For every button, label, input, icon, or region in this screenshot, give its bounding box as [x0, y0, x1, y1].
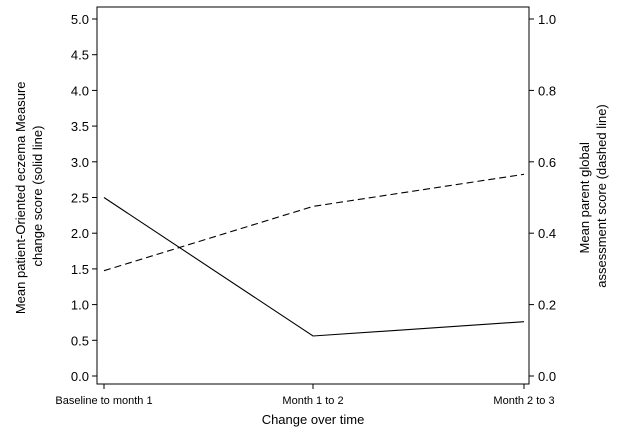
x-axis: Baseline to month 1 Month 1 to 2 Month 2 t… [55, 384, 555, 407]
plot-frame [96, 6, 530, 385]
series-layer [103, 173, 525, 337]
x-tick-label: Baseline to month 1 [55, 395, 152, 407]
x-tick-label: Month 1 to 2 [282, 395, 343, 407]
solid-series-line [103, 197, 525, 337]
right-y-axis-title-line-2: assessment score (dashed line) [594, 104, 609, 288]
x-axis-title: Change over time [262, 412, 365, 427]
left-y-tick-label: 5.0 [71, 12, 89, 27]
right-y-tick-label: 1.0 [538, 12, 556, 27]
left-y-tick-label: 2.5 [71, 191, 89, 206]
right-y-tick-label: 0.0 [538, 369, 556, 384]
left-y-tick-label: 3.0 [71, 155, 89, 170]
left-y-axis-title-line-2: change score (solid line) [30, 126, 45, 267]
right-y-tick-label: 0.2 [538, 298, 556, 313]
left-y-axis: 0.0 0.5 1.0 1.5 2.0 2.5 3.0 3.5 4.0 4.5 5.0 [71, 12, 97, 384]
left-y-tick-label: 0.5 [71, 333, 89, 348]
left-y-tick-label: 2.0 [71, 226, 89, 241]
left-y-tick-label: 4.5 [71, 48, 89, 63]
left-y-tick-label: 4.0 [71, 83, 89, 98]
left-y-tick-label: 3.5 [71, 119, 89, 134]
left-y-tick-label: 1.5 [71, 262, 89, 277]
left-y-axis-title: Mean patient-Oriented eczema Measure cha… [13, 78, 45, 314]
right-y-axis: 0.0 0.2 0.4 0.6 0.8 1.0 [529, 12, 556, 384]
dashed-series-line [103, 173, 525, 272]
left-y-tick-label: 0.0 [71, 369, 89, 384]
right-y-tick-label: 0.8 [538, 83, 556, 98]
right-y-axis-title-line-1: Mean parent global [577, 142, 592, 253]
right-y-tick-label: 0.4 [538, 226, 556, 241]
right-y-axis-title: Mean parent global assessment score (das… [577, 104, 609, 288]
left-y-tick-label: 1.0 [71, 298, 89, 313]
right-y-tick-label: 0.6 [538, 155, 556, 170]
x-tick-label: Month 2 to 3 [493, 395, 554, 407]
left-y-axis-title-line-1: Mean patient-Oriented eczema Measure [13, 81, 28, 314]
